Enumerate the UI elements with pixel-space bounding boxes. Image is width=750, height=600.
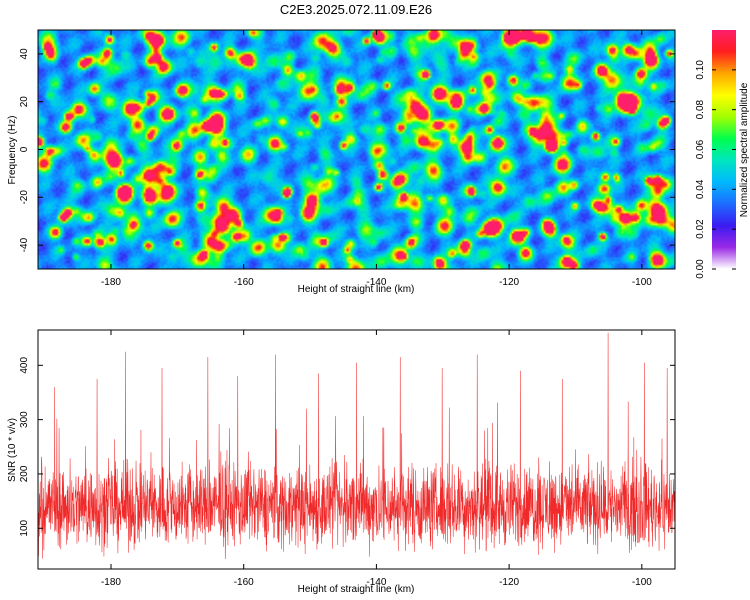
y-tick-label: -20 <box>19 190 30 205</box>
y-tick-label: 400 <box>19 357 30 374</box>
x-tick-label: -140 <box>366 277 386 288</box>
y-tick-label: 20 <box>19 96 30 108</box>
snr-frame <box>37 329 676 570</box>
colorbar: 0.00 0.02 0.04 0.06 0.08 0.10 Normalized spec… <box>695 30 750 279</box>
y-tick-label: 200 <box>19 465 30 482</box>
heatmap-panel: -180 -160 -140 -120 -100 -40 -20 0 20 40 Height … <box>7 29 676 295</box>
snr-y-axis: 100 200 300 400 <box>19 357 675 537</box>
heatmap-x-axis: -180 -160 -140 -120 -100 <box>101 30 652 288</box>
snr-x-label: Height of straight line (km) <box>298 584 415 595</box>
snr-y-label: SNR (10 * v/v) <box>7 418 18 482</box>
y-tick-label: 40 <box>19 48 30 60</box>
heatmap-image <box>38 30 675 269</box>
y-tick-label: 100 <box>19 519 30 536</box>
colorbar-tick-label: 0.10 <box>695 60 706 80</box>
x-tick-label: -100 <box>632 577 652 588</box>
snr-series-line <box>38 332 675 560</box>
x-tick-label: -180 <box>101 277 121 288</box>
x-tick-label: -180 <box>101 577 121 588</box>
y-tick-label: 0 <box>19 146 30 152</box>
colorbar-tick-label: 0.02 <box>695 219 706 239</box>
x-tick-label: -120 <box>499 277 519 288</box>
x-tick-label: -120 <box>499 577 519 588</box>
x-tick-label: -140 <box>366 577 386 588</box>
y-tick-label: -40 <box>19 237 30 252</box>
figure-title: C2E3.2025.072.11.09.E26 <box>280 2 432 17</box>
colorbar-tick-label: 0.06 <box>695 139 706 159</box>
heatmap-x-label: Height of straight line (km) <box>298 284 415 295</box>
snr-x-axis: -180 -160 -140 -120 -100 <box>101 330 652 588</box>
colorbar-ticks: 0.00 0.02 0.04 0.06 0.08 0.10 <box>695 60 736 279</box>
colorbar-label: Normalized spectral amplitude <box>739 82 750 217</box>
colorbar-tick-label: 0.08 <box>695 99 706 119</box>
snr-panel: -180 -160 -140 -120 -100 100 200 300 400 Height… <box>7 329 676 595</box>
colorbar-tick-label: 0.04 <box>695 179 706 199</box>
colorbar-tick-label: 0.00 <box>695 259 706 279</box>
heatmap-y-axis: -40 -20 0 20 40 <box>19 48 675 252</box>
x-tick-label: -160 <box>234 577 254 588</box>
y-tick-label: 300 <box>19 411 30 428</box>
heatmap-y-label: Frequency (Hz) <box>7 116 18 185</box>
x-tick-label: -100 <box>632 277 652 288</box>
x-tick-label: -160 <box>234 277 254 288</box>
